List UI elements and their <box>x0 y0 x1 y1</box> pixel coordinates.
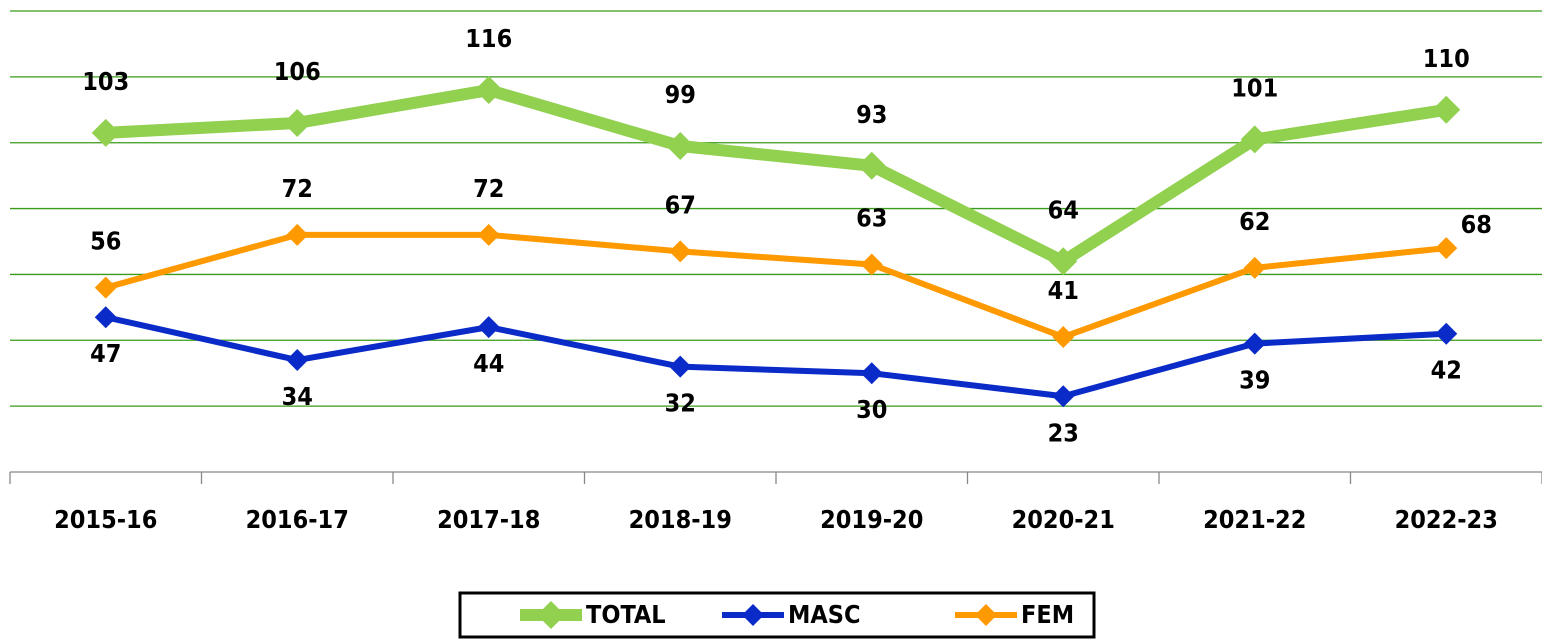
marker <box>1243 256 1266 279</box>
data-label: 106 <box>274 57 321 86</box>
data-label: 47 <box>90 339 121 368</box>
x-tick-label: 2017-18 <box>437 505 540 534</box>
data-label: 93 <box>856 100 887 129</box>
data-label: 44 <box>473 349 504 378</box>
x-tick-label: 2016-17 <box>246 505 349 534</box>
legend-label: FEM <box>1021 600 1074 629</box>
x-tick-label: 2020-21 <box>1012 505 1115 534</box>
legend-label: TOTAL <box>586 600 666 629</box>
legend-label: MASC <box>788 600 861 629</box>
x-tick-label: 2018-19 <box>629 505 732 534</box>
series-line <box>105 314 1447 400</box>
x-tick-label: 2022-23 <box>1395 505 1498 534</box>
data-label: 32 <box>665 389 696 418</box>
data-label: 34 <box>282 382 313 411</box>
data-label: 62 <box>1239 207 1270 236</box>
data-label: 30 <box>856 395 887 424</box>
data-label: 64 <box>1048 195 1079 224</box>
series-line <box>104 231 1447 340</box>
marker <box>857 151 886 180</box>
marker <box>474 76 503 105</box>
marker <box>1435 322 1458 345</box>
data-label: 42 <box>1431 356 1462 385</box>
marker <box>1049 247 1078 276</box>
data-label: 68 <box>1461 210 1492 239</box>
marker <box>1052 325 1075 348</box>
data-label: 63 <box>856 204 887 233</box>
marker <box>669 240 692 263</box>
legend-marker <box>742 604 764 626</box>
marker <box>94 306 117 329</box>
legend-marker <box>975 604 997 626</box>
marker <box>1052 385 1075 408</box>
data-label: 39 <box>1239 366 1270 395</box>
data-label: 41 <box>1048 276 1079 305</box>
data-label: 72 <box>282 174 313 203</box>
marker <box>1243 332 1266 355</box>
marker <box>286 223 309 246</box>
marker <box>477 223 500 246</box>
marker <box>860 253 883 276</box>
data-label: 72 <box>473 174 504 203</box>
data-label: 110 <box>1423 44 1470 73</box>
data-label: 116 <box>465 24 512 53</box>
marker <box>1240 125 1269 154</box>
marker <box>1432 95 1461 124</box>
data-label: 67 <box>665 190 696 219</box>
marker <box>94 276 117 299</box>
marker <box>283 108 312 137</box>
data-label: 99 <box>665 80 696 109</box>
series-line <box>105 84 1448 268</box>
marker <box>477 316 500 339</box>
marker <box>666 132 695 161</box>
x-tick-label: 2021-22 <box>1203 505 1306 534</box>
data-label: 101 <box>1231 73 1278 102</box>
data-label: 103 <box>82 67 129 96</box>
marker <box>286 349 309 372</box>
data-label: 56 <box>90 227 121 256</box>
marker <box>91 118 120 147</box>
x-tick-label: 2015-16 <box>54 505 157 534</box>
legend-marker <box>537 601 565 629</box>
x-tick-label: 2019-20 <box>820 505 923 534</box>
data-label: 23 <box>1048 418 1079 447</box>
marker <box>669 355 692 378</box>
marker <box>1435 237 1458 260</box>
marker <box>860 362 883 385</box>
